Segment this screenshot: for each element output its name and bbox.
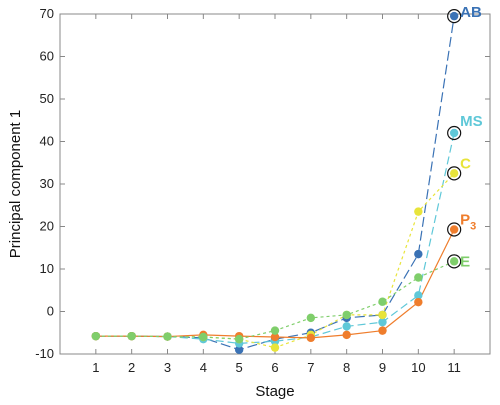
- data-point-ab: [414, 249, 423, 259]
- data-point-e: [342, 310, 351, 320]
- y-tick-label: -10: [35, 346, 54, 361]
- x-tick-label: 4: [200, 360, 207, 375]
- x-tick-label: 5: [236, 360, 243, 375]
- series-label-c: C: [460, 155, 471, 172]
- x-tick-label: 11: [447, 360, 461, 375]
- data-point-c: [378, 310, 387, 320]
- data-point-e: [414, 273, 423, 282]
- endpoint-ring-e: [447, 254, 462, 269]
- y-tick-label: 50: [40, 91, 54, 106]
- series-label-ms: MS: [460, 113, 483, 130]
- x-tick-label: 9: [379, 360, 386, 375]
- data-point-c: [449, 169, 459, 178]
- series-layer: [91, 9, 462, 354]
- data-point-ab: [449, 11, 459, 21]
- data-point-ms: [342, 322, 351, 331]
- y-axis: -10 0 10 20 30 40 50 60 70: [35, 6, 490, 361]
- data-point-e: [378, 297, 387, 306]
- series-line-ab: [95, 16, 455, 351]
- data-point-e: [91, 331, 101, 341]
- endpoint-ring-p3: [447, 222, 462, 237]
- y-tick-label: 0: [47, 304, 54, 319]
- plot-frame: [59, 13, 491, 355]
- series-labels: AB MS C P3 E: [460, 4, 483, 270]
- y-tick-label: 60: [40, 49, 54, 64]
- data-point-p3: [342, 330, 351, 340]
- y-tick-label: 40: [40, 134, 54, 149]
- series-line-ms: [95, 132, 455, 344]
- endpoint-ring-ms: [447, 125, 462, 141]
- data-point-e: [127, 331, 136, 341]
- data-point-e: [199, 332, 208, 342]
- x-tick-label: 10: [411, 360, 425, 375]
- data-point-p3: [270, 332, 280, 342]
- x-tick-label: 7: [307, 360, 314, 375]
- data-point-e: [163, 332, 172, 341]
- endpoint-ring-ab: [447, 9, 462, 24]
- x-axis: 1 2 3 4 5 6 7 8 9 10 11: [92, 14, 461, 375]
- data-point-p3: [306, 333, 316, 343]
- series-line-c: [95, 172, 455, 349]
- data-point-ms: [414, 291, 423, 300]
- x-tick-label: 8: [343, 360, 350, 375]
- x-tick-label: 3: [164, 360, 171, 375]
- data-point-p3: [378, 326, 387, 335]
- x-tick-label: 2: [128, 360, 135, 375]
- y-tick-label: 30: [40, 176, 54, 191]
- data-point-e: [270, 326, 280, 335]
- series-label-p3: P3: [460, 211, 476, 232]
- data-point-c: [414, 207, 423, 216]
- data-point-ab: [234, 345, 244, 354]
- data-point-ms: [378, 317, 387, 327]
- data-point-ms: [449, 128, 459, 138]
- x-tick-label: 6: [271, 360, 278, 375]
- y-tick-label: 70: [40, 6, 54, 21]
- x-axis-title: Stage: [255, 383, 294, 400]
- series-label-ab: AB: [460, 4, 482, 21]
- endpoint-ring-c: [447, 166, 462, 181]
- y-tick-label: 10: [40, 261, 54, 276]
- data-point-p3: [414, 297, 423, 307]
- x-tick-label: 1: [92, 360, 99, 375]
- y-axis-title: Principal component 1: [7, 110, 24, 258]
- data-point-c: [270, 343, 280, 352]
- data-point-p3: [449, 225, 459, 234]
- data-point-e: [449, 257, 459, 266]
- y-tick-label: 20: [40, 219, 54, 234]
- series-label-e: E: [460, 253, 470, 270]
- data-point-e: [234, 334, 244, 344]
- data-point-e: [306, 313, 316, 323]
